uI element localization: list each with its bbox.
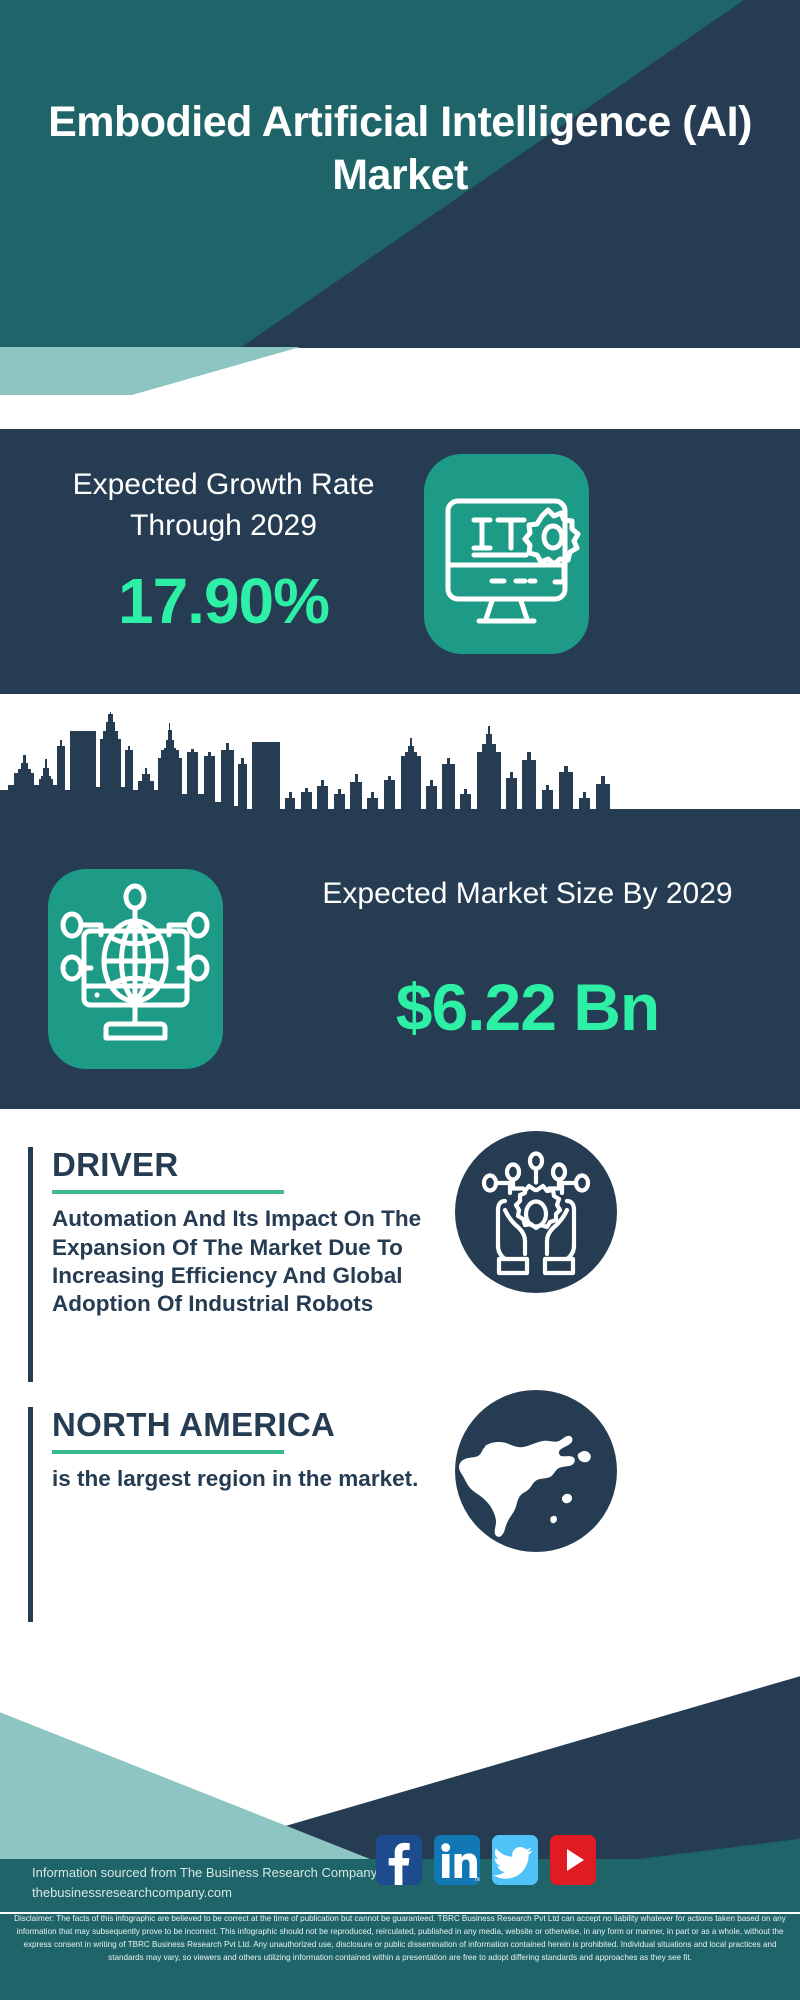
footer-source-line-1: Information sourced from The Business Re… (32, 1865, 378, 1880)
north-america-map-icon (455, 1390, 617, 1552)
page-title: Embodied Artificial Intelligence (AI) Ma… (48, 98, 752, 200)
footer-source-line-2[interactable]: thebusinessresearchcompany.com (32, 1885, 232, 1901)
linkedin-icon[interactable]: TM (434, 1835, 480, 1885)
facebook-icon[interactable] (376, 1835, 422, 1885)
growth-rate-value: 17.90% (117, 565, 330, 637)
card-accent-bar (28, 1407, 33, 1622)
disclaimer-text: Disclaimer: The facts of this infographi… (14, 1914, 786, 1963)
globe-network-monitor-icon (48, 869, 223, 1069)
hands-holding-gear-circuit-icon (455, 1131, 617, 1293)
twitter-icon[interactable] (492, 1835, 538, 1885)
footer-source-text: Information sourced from The Business Re… (32, 1863, 432, 1903)
market-size-value: $6.22 Bn (395, 970, 660, 1044)
expected-market-size-section: Expected Market Size By 2029 $6.22 Bn (0, 809, 800, 1109)
insight-cards-section: DRIVER Automation And Its Impact On The … (0, 1109, 800, 1669)
header-lower-teal-wedge (0, 347, 300, 395)
card-accent-bar (28, 1147, 33, 1382)
svg-text:TM: TM (474, 1877, 480, 1883)
footer-divider (0, 1912, 800, 1914)
driver-card-body: Automation And Its Impact On The Expansi… (52, 1206, 422, 1317)
city-skyline-silhouette (0, 694, 800, 809)
driver-card-rule (52, 1190, 284, 1195)
growth-rate-label: Expected Growth Rate Through 2029 (72, 468, 375, 543)
youtube-icon[interactable] (550, 1835, 596, 1885)
market-size-label: Expected Market Size By 2029 (322, 877, 733, 910)
header-banner: Embodied Artificial Intelligence (AI) Ma… (0, 0, 800, 348)
it-monitor-gear-icon (424, 454, 589, 654)
region-card-rule (52, 1450, 284, 1455)
region-card: NORTH AMERICA is the largest region in t… (28, 1406, 448, 1622)
expected-growth-rate-section: Expected Growth Rate Through 2029 17.90% (0, 429, 800, 694)
driver-card: DRIVER Automation And Its Impact On The … (28, 1146, 448, 1382)
region-card-body: is the largest region in the market. (52, 1466, 419, 1492)
driver-card-title: DRIVER (52, 1146, 179, 1183)
region-card-title: NORTH AMERICA (52, 1406, 336, 1443)
social-links: TM (376, 1835, 596, 1885)
